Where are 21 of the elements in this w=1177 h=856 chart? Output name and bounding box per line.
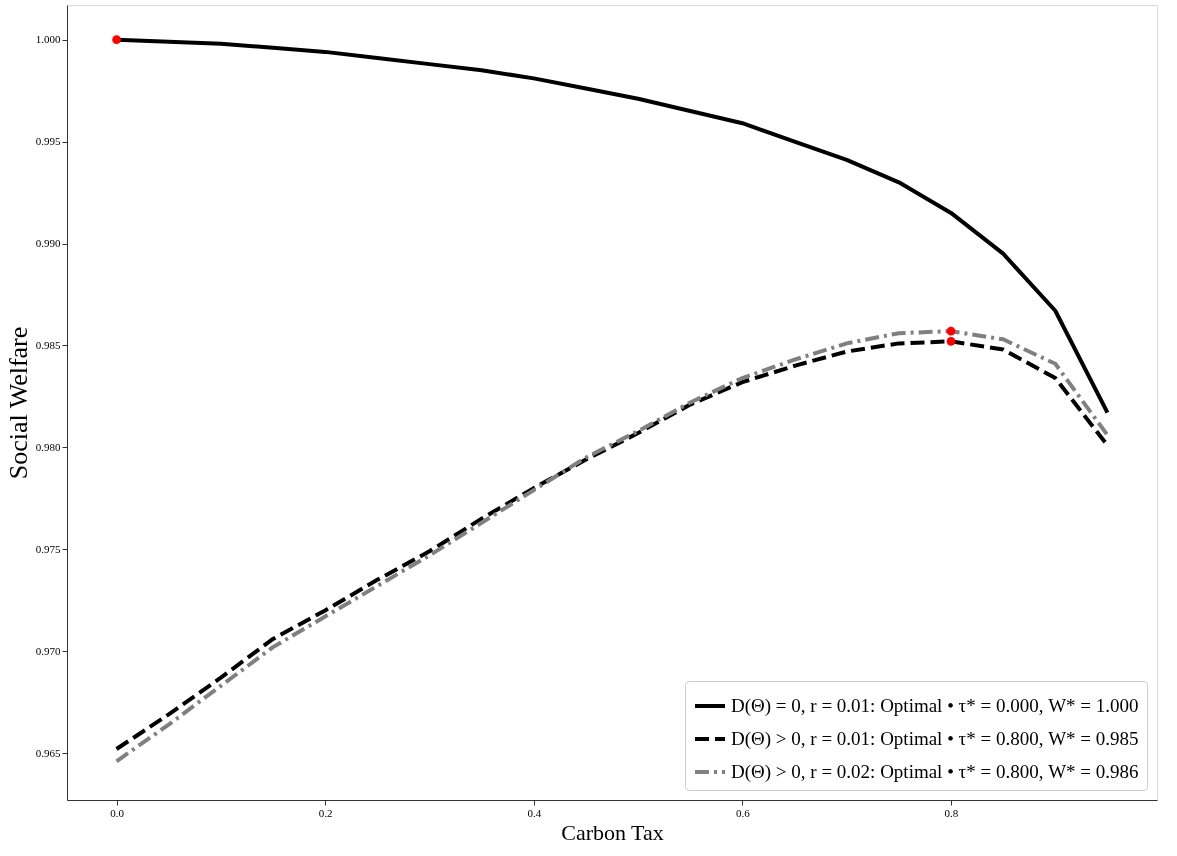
y-tick-label: 1.000 — [35, 33, 61, 46]
x-tick-label: 0.6 — [736, 806, 751, 819]
legend-label: D(Θ) > 0, r = 0.02: Optimal • τ* = 0.800, W* = 0.986 — [731, 761, 1139, 783]
y-tick-label: 0.985 — [35, 338, 61, 351]
y-tick-label: 0.980 — [35, 440, 61, 453]
y-tick-label: 0.970 — [35, 644, 61, 657]
point — [946, 326, 956, 336]
x-tick-label: 0.0 — [110, 806, 125, 819]
y-tick-label: 0.995 — [35, 135, 61, 148]
legend-label: D(Θ) = 0, r = 0.01: Optimal • τ* = 0.000, W* = 1.000 — [731, 695, 1139, 717]
x-axis-title: Carbon Tax — [561, 819, 664, 845]
y-tick-label: 0.990 — [35, 237, 61, 249]
y-tick-label: 0.975 — [35, 542, 61, 555]
point — [946, 337, 956, 346]
y-axis-title: Social Welfare — [3, 326, 33, 480]
x-tick-label: 0.2 — [318, 806, 333, 819]
y-tick-label: 0.965 — [35, 746, 61, 759]
x-tick-label: 0.4 — [527, 806, 542, 819]
legend-label: D(Θ) > 0, r = 0.01: Optimal • τ* = 0.800, W* = 0.985 — [731, 728, 1139, 750]
point — [112, 35, 121, 44]
x-tick-label: 0.8 — [944, 806, 959, 819]
